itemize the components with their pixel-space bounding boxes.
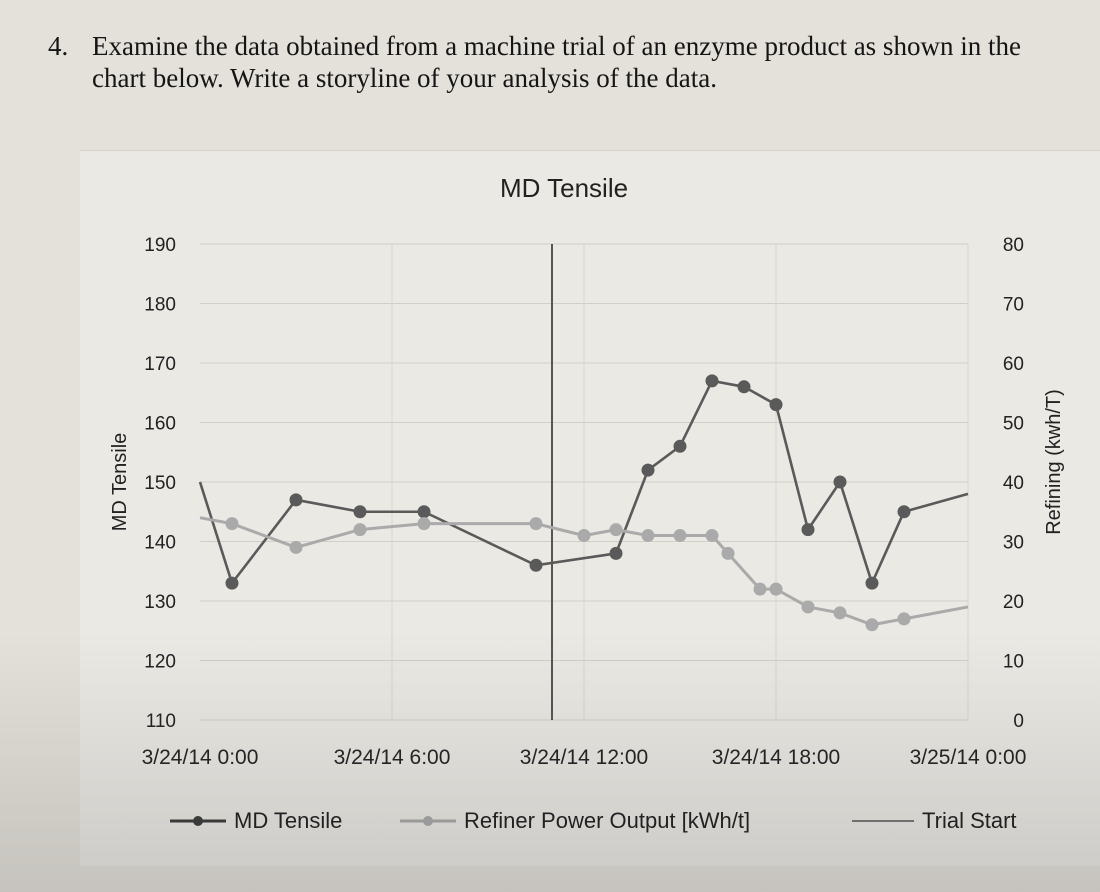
refiner-power-point-10 bbox=[705, 529, 719, 543]
refiner-power-point-6 bbox=[577, 529, 591, 543]
y-left-tick-170: 170 bbox=[144, 354, 176, 375]
y-left-tick-130: 130 bbox=[144, 592, 176, 613]
y-right-tick-0: 0 bbox=[1013, 711, 1024, 732]
y-right-tick-60: 60 bbox=[1003, 354, 1024, 375]
refiner-power-point-5 bbox=[529, 517, 543, 531]
refiner-power-point-8 bbox=[641, 529, 655, 543]
refiner-power-point-2 bbox=[289, 540, 303, 554]
legend-trial-start: Trial Start bbox=[850, 806, 1017, 836]
x-tick-0: 3/24/14 0:00 bbox=[142, 746, 259, 769]
refiner-power-point-1 bbox=[225, 517, 239, 531]
refiner-power-point-4 bbox=[417, 517, 431, 531]
md-tensile-point-8 bbox=[673, 439, 687, 453]
refiner-power-point-7 bbox=[609, 523, 623, 537]
x-tick-4: 3/25/14 0:00 bbox=[910, 746, 1027, 769]
y-left-tick-150: 150 bbox=[144, 473, 176, 494]
refiner-power-point-16 bbox=[865, 618, 879, 632]
refiner-power-point-15 bbox=[833, 606, 847, 620]
refiner-power-point-14 bbox=[801, 600, 815, 614]
md-tensile-point-5 bbox=[529, 558, 543, 572]
refiner-power-point-12 bbox=[753, 582, 767, 596]
x-tick-2: 3/24/14 12:00 bbox=[520, 746, 648, 769]
md-tensile-point-11 bbox=[769, 398, 783, 412]
refiner-power-point-9 bbox=[673, 529, 687, 543]
y-right-tick-20: 20 bbox=[1003, 592, 1024, 613]
legend-trial-start-swatch bbox=[852, 820, 914, 822]
y-right-tick-80: 80 bbox=[1003, 235, 1024, 256]
legend-md-tensile-swatch bbox=[170, 816, 226, 826]
y-left-tick-180: 180 bbox=[144, 295, 176, 316]
md-tensile-point-12 bbox=[801, 523, 815, 537]
legend-md-tensile-label: MD Tensile bbox=[234, 808, 343, 833]
md-tensile-point-2 bbox=[289, 493, 303, 507]
refiner-power-point-17 bbox=[897, 612, 911, 626]
md-tensile-point-14 bbox=[865, 576, 879, 590]
md-tensile-point-9 bbox=[705, 374, 719, 388]
legend-refiner: Refiner Power Output [kWh/t] bbox=[398, 806, 750, 836]
question-text: Examine the data obtained from a machine… bbox=[92, 31, 1021, 93]
md-tensile-point-10 bbox=[737, 380, 751, 394]
md-tensile-point-13 bbox=[833, 475, 847, 489]
y-right-tick-70: 70 bbox=[1003, 295, 1024, 316]
md-tensile-point-15 bbox=[897, 505, 911, 519]
md-tensile-point-1 bbox=[225, 576, 239, 590]
md-tensile-point-7 bbox=[641, 463, 655, 477]
question-number: 4. bbox=[48, 31, 69, 61]
y-left-tick-190: 190 bbox=[144, 235, 176, 256]
chart-title: MD Tensile bbox=[500, 173, 628, 203]
y-left-tick-140: 140 bbox=[144, 533, 176, 554]
refiner-power-point-3 bbox=[353, 523, 367, 537]
legend-trial-start-label: Trial Start bbox=[922, 808, 1017, 833]
y-left-tick-120: 120 bbox=[144, 652, 176, 673]
refiner-power-point-13 bbox=[769, 582, 783, 596]
refiner-power-point-11 bbox=[721, 546, 735, 560]
legend-refiner-swatch bbox=[400, 816, 456, 826]
md-tensile-point-6 bbox=[609, 546, 623, 560]
chart-panel bbox=[80, 150, 1100, 866]
y-right-tick-10: 10 bbox=[1003, 652, 1024, 673]
x-tick-1: 3/24/14 6:00 bbox=[334, 746, 451, 769]
y-right-label: Refining (kwh/T) bbox=[1043, 389, 1065, 535]
x-tick-3: 3/24/14 18:00 bbox=[712, 746, 840, 769]
y-right-tick-50: 50 bbox=[1003, 414, 1024, 435]
md-tensile-point-4 bbox=[417, 505, 431, 519]
y-left-label: MD Tensile bbox=[109, 433, 131, 532]
y-left-tick-160: 160 bbox=[144, 414, 176, 435]
md-tensile-point-3 bbox=[353, 505, 367, 519]
legend-refiner-label: Refiner Power Output [kWh/t] bbox=[464, 808, 751, 833]
legend-md-tensile: MD Tensile bbox=[168, 806, 342, 836]
y-right-tick-30: 30 bbox=[1003, 533, 1024, 554]
y-left-tick-110: 110 bbox=[146, 711, 176, 732]
y-right-tick-40: 40 bbox=[1003, 473, 1024, 494]
